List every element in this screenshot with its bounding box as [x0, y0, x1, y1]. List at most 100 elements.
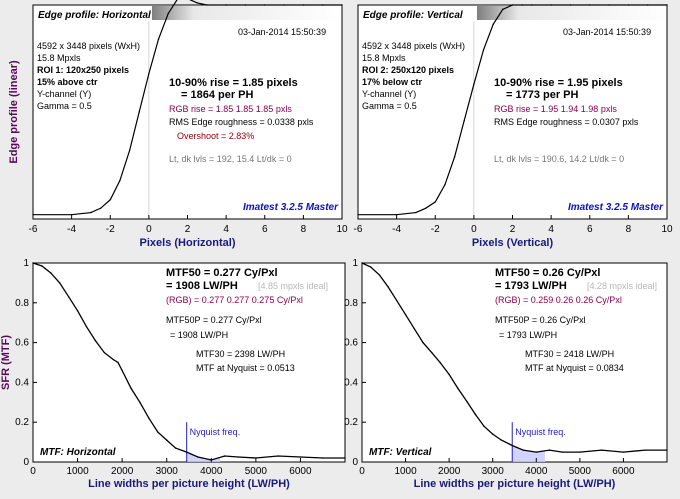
mtf-point	[121, 369, 123, 372]
mtf-point	[197, 456, 199, 458]
edge-point	[666, 4, 668, 6]
edge-point	[424, 207, 427, 209]
panel-title: MTF: Vertical	[369, 447, 432, 458]
edge-point	[550, 4, 552, 6]
watermark: Imatest 3.2.5 Master	[243, 202, 339, 213]
mtf-point	[76, 310, 79, 312]
x-tick-label: 3000	[156, 466, 179, 477]
edge-point	[302, 4, 305, 6]
mtf-point	[139, 401, 141, 403]
info-line: 4592 x 3448 pixels (WxH)	[362, 41, 465, 51]
x-tick-label: -6	[354, 224, 363, 235]
watermark: Imatest 3.2.5 Master	[568, 202, 664, 213]
mtf-point	[466, 401, 469, 403]
x-axis-label: Line widths per picture height (LW/PH)	[88, 478, 290, 490]
x-tick-label: -2	[106, 224, 115, 235]
edge-point	[167, 12, 169, 15]
mtf-point	[548, 449, 551, 451]
x-tick-label: 2	[510, 224, 516, 235]
mtf-point	[322, 457, 324, 459]
mtf50p-lwph: = 1793 LW/PH	[499, 330, 557, 340]
rgb-mtf50: (RGB) = 0.259 0.26 0.26 Cy/Pxl	[495, 295, 622, 305]
x-axis-label: Pixels (Horizontal)	[140, 237, 236, 249]
y-tick-label: 0.4	[344, 377, 358, 388]
x-tick-label: 1000	[66, 466, 89, 477]
mtf-point	[422, 341, 424, 344]
rise-stat: 10-90% rise = 1.95 pixels	[494, 77, 623, 89]
edge-point	[646, 4, 649, 6]
mtf-point	[522, 449, 524, 451]
y-tick-label: 0.2	[15, 417, 29, 428]
x-tick-label: 1000	[394, 466, 417, 477]
info-line: ROI 1: 120x250 pixels	[37, 65, 129, 75]
x-tick-label: 10	[336, 224, 348, 235]
y-tick-label: 0	[352, 457, 358, 468]
title-box	[34, 6, 152, 22]
x-tick-label: -2	[431, 224, 440, 235]
y-tick-label: 0.8	[344, 298, 358, 309]
edge-point	[434, 201, 436, 203]
y-tick-label: 0.6	[344, 338, 358, 349]
ideal-mpxls: [4.85 mpxls ideal]	[258, 281, 328, 291]
x-tick-label: 8	[626, 224, 632, 235]
x-tick-label: 6	[587, 224, 593, 235]
edge-point	[415, 211, 417, 214]
panel-title: MTF: Horizontal	[40, 447, 116, 458]
mtf-point	[644, 449, 646, 451]
mtf-curve	[32, 262, 345, 461]
edge-point	[157, 38, 160, 40]
x-tick-label: 0	[146, 224, 152, 235]
edge-point	[138, 111, 140, 113]
y-axis-label: Edge profile (linear)	[8, 60, 20, 164]
y-axis-label: SFR (MTF)	[0, 335, 12, 390]
edge-point	[99, 207, 102, 209]
timestamp: 03-Jan-2014 15:50:39	[563, 27, 651, 37]
mtf-point	[448, 373, 450, 376]
mtf30-stat: MTF30 = 2398 LW/PH	[196, 349, 285, 359]
x-tick-label: 4000	[525, 466, 548, 477]
mtf-point	[579, 451, 581, 453]
x-tick-label: 2	[185, 224, 191, 235]
edge-point	[444, 184, 446, 186]
mtf-point	[500, 439, 503, 441]
mtf-point	[157, 431, 159, 433]
edge-point	[463, 119, 465, 122]
edge-point	[196, 2, 198, 4]
info-line: ROI 2: 250x120 pixels	[362, 65, 454, 75]
mtf-point	[370, 266, 372, 268]
info-line: 15.8 Mpxls	[37, 53, 81, 63]
x-tick-label: 5000	[245, 466, 268, 477]
x-axis-label: Pixels (Vertical)	[472, 237, 554, 249]
edge-point	[569, 4, 572, 6]
edge-point	[321, 4, 324, 6]
rise-per-ph: = 1864 per PH	[181, 89, 254, 101]
mtf-panel-3: Nyquist freq.MTF50 = 0.26 Cy/Pxl= 1793 L…	[344, 258, 668, 490]
mtf-point	[378, 274, 381, 276]
edge-point	[119, 179, 121, 182]
mtf-point	[535, 451, 537, 453]
nyquist-shaded-area	[186, 452, 221, 462]
title-box	[359, 6, 477, 22]
mtf-point	[474, 413, 476, 415]
timestamp: 03-Jan-2014 15:50:39	[238, 27, 326, 37]
mtf50-stat: MTF50 = 0.277 Cy/Pxl	[166, 267, 278, 279]
x-tick-label: -4	[392, 224, 401, 235]
edge-point	[473, 83, 475, 85]
ideal-mpxls: [4.28 mpxls ideal]	[587, 281, 657, 291]
edge-point	[128, 149, 131, 152]
edge-point	[225, 4, 227, 6]
mtf-point	[439, 361, 441, 364]
rms-roughness: RMS Edge roughness = 0.0338 pxls	[169, 117, 314, 127]
rms-roughness: RMS Edge roughness = 0.0307 pxls	[494, 117, 639, 127]
mtf-nyquist-stat: MTF at Nyquist = 0.0834	[525, 363, 624, 373]
mtf-point	[483, 425, 485, 427]
mtf-point	[59, 282, 61, 284]
edge-point	[589, 4, 591, 6]
mtf50p-stat: MTF50P = 0.277 Cy/Pxl	[166, 315, 262, 325]
mtf-point	[561, 451, 564, 453]
mtf-point	[223, 455, 226, 457]
nyquist-label: Nyquist freq.	[515, 427, 566, 437]
edge-point	[453, 156, 456, 158]
mtf-point	[67, 296, 70, 298]
